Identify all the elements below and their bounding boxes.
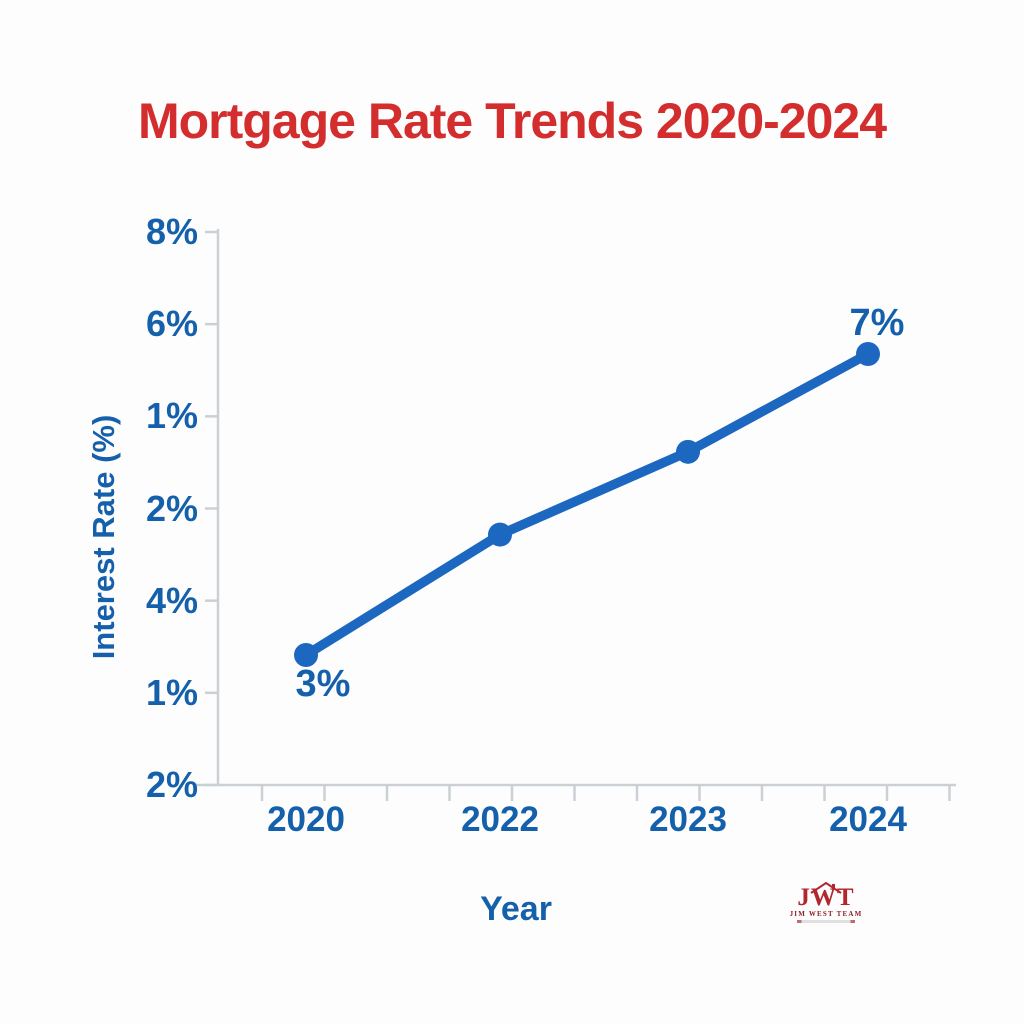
y-tick-label: 4% xyxy=(146,580,198,622)
x-tick-label: 2024 xyxy=(829,800,907,840)
data-point-marker xyxy=(856,342,880,366)
data-point-marker xyxy=(488,523,512,547)
logo-name-text: JIM WEST TEAM xyxy=(756,910,896,919)
x-tick-label: 2023 xyxy=(649,800,727,840)
x-axis-ticks xyxy=(262,786,950,801)
y-tick-label: 2% xyxy=(146,764,198,806)
logo-tagline-strip xyxy=(797,920,855,923)
y-tick-label: 1% xyxy=(146,395,198,437)
x-tick-label: 2020 xyxy=(267,800,345,840)
y-axis-ticks xyxy=(205,232,219,785)
data-line xyxy=(306,354,868,655)
y-tick-label: 8% xyxy=(146,211,198,253)
data-point-marker xyxy=(676,440,700,464)
data-series xyxy=(294,342,880,667)
y-tick-label: 2% xyxy=(146,488,198,530)
x-tick-label: 2022 xyxy=(461,800,539,840)
logo-inner: JWT JIM WEST TEAM xyxy=(756,886,896,923)
point-value-label: 3% xyxy=(296,663,351,706)
point-value-label: 7% xyxy=(850,302,905,345)
y-tick-label: 6% xyxy=(146,303,198,345)
house-roof-icon xyxy=(809,882,843,894)
y-tick-label: 1% xyxy=(146,672,198,714)
